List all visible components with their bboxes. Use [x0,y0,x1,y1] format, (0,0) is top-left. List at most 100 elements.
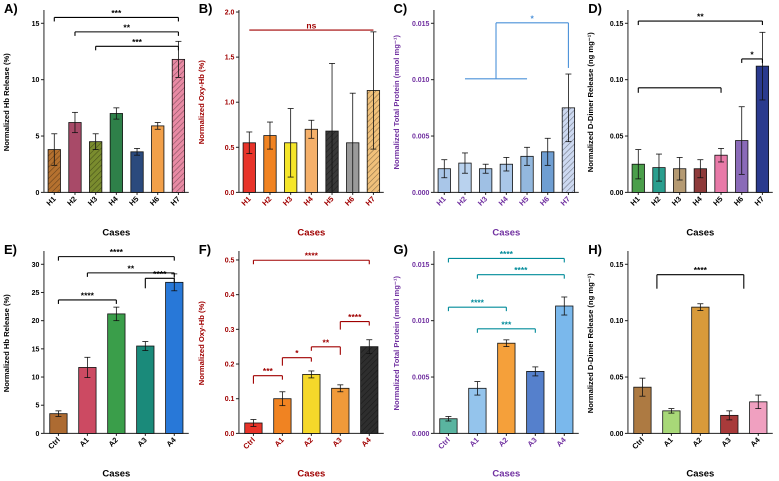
bar-chart-d-d-dimer: 0.00 0.05 0.10 0.15 H1 H2 H3 H4 H5 H6 H7 Cases Norma… [586,10,774,238]
svg-text:Normalized Hb Release (%): Normalized Hb Release (%) [2,53,11,152]
svg-text:Ctrl: Ctrl [46,435,61,451]
svg-text:0.00: 0.00 [610,430,624,437]
svg-text:H4: H4 [691,194,705,208]
svg-text:***: *** [263,366,274,376]
bar-chart-b-oxy-hb: 0.0 0.5 1.0 1.5 2.0 H1 H2 H3 H4 H5 H6 H7 Cases Normal… [197,10,384,238]
svg-text:****: **** [348,312,362,322]
panel-b-label: B) [198,1,213,16]
svg-text:H6: H6 [732,194,745,207]
svg-text:10: 10 [32,77,40,84]
svg-text:Cases: Cases [297,468,325,479]
bar-chart-f-oxy-hb: 0.0 0.1 0.2 0.3 0.4 0.5 Ctrl A1 A2 A3 A4 Cases Norma… [197,250,384,479]
panel-g: G) 0.000 0.005 0.010 0.015 Ctrl A1 A2 A3 A4 Cases… [389,240,585,481]
panel-f: F) 0.0 0.1 0.2 0.3 0.4 0.5 Ctrl A1 A2 A3 A4 Cases No… [194,240,390,481]
svg-text:Cases: Cases [492,227,520,238]
svg-text:0.10: 0.10 [610,77,624,84]
panel-g-label: G) [393,241,408,257]
svg-text:20: 20 [32,318,40,325]
svg-text:****: **** [153,268,167,278]
svg-text:A2: A2 [107,435,120,448]
svg-text:0.15: 0.15 [610,21,624,28]
svg-text:H3: H3 [475,194,488,207]
svg-text:Normalized Oxy-Hb (%): Normalized Oxy-Hb (%) [197,300,206,385]
svg-text:H2: H2 [260,194,273,207]
svg-text:H7: H7 [169,194,182,207]
svg-text:Ctrl: Ctrl [241,435,256,451]
svg-text:0.0: 0.0 [224,430,234,437]
svg-text:****: **** [110,247,124,257]
svg-text:****: **** [470,297,484,307]
svg-text:H4: H4 [301,194,315,208]
svg-text:0.0: 0.0 [224,190,234,197]
svg-text:1.0: 1.0 [224,100,234,107]
bar-chart-g-total-protein: 0.000 0.005 0.010 0.015 Ctrl A1 A2 A3 A4 Cases Nor… [392,248,579,479]
svg-text:2.0: 2.0 [224,10,234,17]
svg-text:Normalized D-Dimer Release (ng: Normalized D-Dimer Release (ng mg⁻¹) [586,272,595,413]
svg-text:1.5: 1.5 [224,55,234,62]
svg-text:***: *** [501,319,512,329]
svg-text:H1: H1 [629,194,642,207]
svg-text:0.015: 0.015 [411,261,429,268]
svg-text:H2: H2 [65,194,78,207]
svg-text:Normalized Hb Release (%): Normalized Hb Release (%) [2,293,11,392]
svg-text:****: **** [304,250,318,260]
panel-h: H) 0.00 0.05 0.10 0.15 Ctrl A1 A2 A3 A4 Cases Norm… [584,240,779,481]
svg-text:Normalized Total Protein (nmol: Normalized Total Protein (nmol mg⁻¹) [392,35,401,170]
svg-text:A1: A1 [662,435,675,448]
svg-text:Cases: Cases [687,227,715,238]
svg-text:A1: A1 [272,435,285,448]
svg-text:Normalized Total Protein (nmol: Normalized Total Protein (nmol mg⁻¹) [392,275,401,410]
panel-a: A) 0 5 10 15 H1 H2 H3 H4 H5 H6 H7 Cases Normalized H… [0,0,195,241]
svg-text:H5: H5 [127,194,140,207]
svg-text:H3: H3 [86,194,99,207]
svg-text:****: **** [81,290,95,300]
svg-text:Cases: Cases [297,227,325,238]
svg-text:Normalized Oxy-Hb (%): Normalized Oxy-Hb (%) [197,60,206,145]
svg-text:H7: H7 [363,194,376,207]
svg-text:A3: A3 [136,435,149,448]
bar-chart-e-hb-release: 0 5 10 15 20 25 30 Ctrl A1 A2 A3 A4 Cases Normalized … [2,247,189,479]
svg-text:A3: A3 [720,435,733,448]
panel-f-label: F) [198,241,212,257]
svg-text:***: *** [132,37,143,47]
svg-text:10: 10 [32,374,40,381]
svg-text:**: ** [697,12,704,22]
svg-text:A4: A4 [749,434,763,448]
svg-text:H6: H6 [343,194,356,207]
svg-text:H6: H6 [148,194,161,207]
svg-text:25: 25 [32,289,40,296]
svg-text:**: ** [128,263,135,273]
svg-text:H4: H4 [496,194,510,208]
svg-text:****: **** [694,265,708,275]
svg-text:0.000: 0.000 [411,190,429,197]
panel-b: B) 0.0 0.5 1.0 1.5 2.0 H1 H2 H3 H4 H5 H6 H7 Cases Nor… [194,0,390,241]
svg-text:0.015: 0.015 [411,21,429,28]
svg-text:***: *** [111,8,122,18]
svg-text:5: 5 [36,134,40,141]
panel-c: C) 0.000 0.005 0.010 0.015 H1 H2 H3 H4 H5 H6 H7 Cas… [389,0,585,241]
svg-text:0.000: 0.000 [411,430,429,437]
svg-text:H5: H5 [712,194,725,207]
svg-text:Ctrl: Ctrl [631,435,646,451]
svg-text:15: 15 [32,346,40,353]
svg-text:5: 5 [36,402,40,409]
svg-text:ns: ns [306,21,316,31]
panel-e: E) 0 5 10 15 20 25 30 Ctrl A1 A2 A3 A4 Cases Normaliz… [0,240,195,481]
svg-text:*: * [295,348,299,358]
svg-text:30: 30 [32,261,40,268]
svg-text:*: * [530,13,534,23]
svg-text:A3: A3 [330,435,343,448]
svg-text:0.05: 0.05 [610,134,624,141]
svg-text:0.00: 0.00 [610,190,624,197]
svg-text:H1: H1 [434,194,447,207]
bar-chart-h-d-dimer: 0.00 0.05 0.10 0.15 Ctrl A1 A2 A3 A4 Cases Normali… [586,250,774,479]
svg-text:0.5: 0.5 [224,145,234,152]
svg-text:H6: H6 [538,194,551,207]
svg-text:H7: H7 [753,194,766,207]
svg-text:A4: A4 [165,434,179,448]
svg-text:A4: A4 [554,434,568,448]
svg-text:0.3: 0.3 [224,326,234,333]
svg-text:H3: H3 [670,194,683,207]
panel-h-label: H) [588,241,602,257]
svg-text:A4: A4 [359,434,373,448]
